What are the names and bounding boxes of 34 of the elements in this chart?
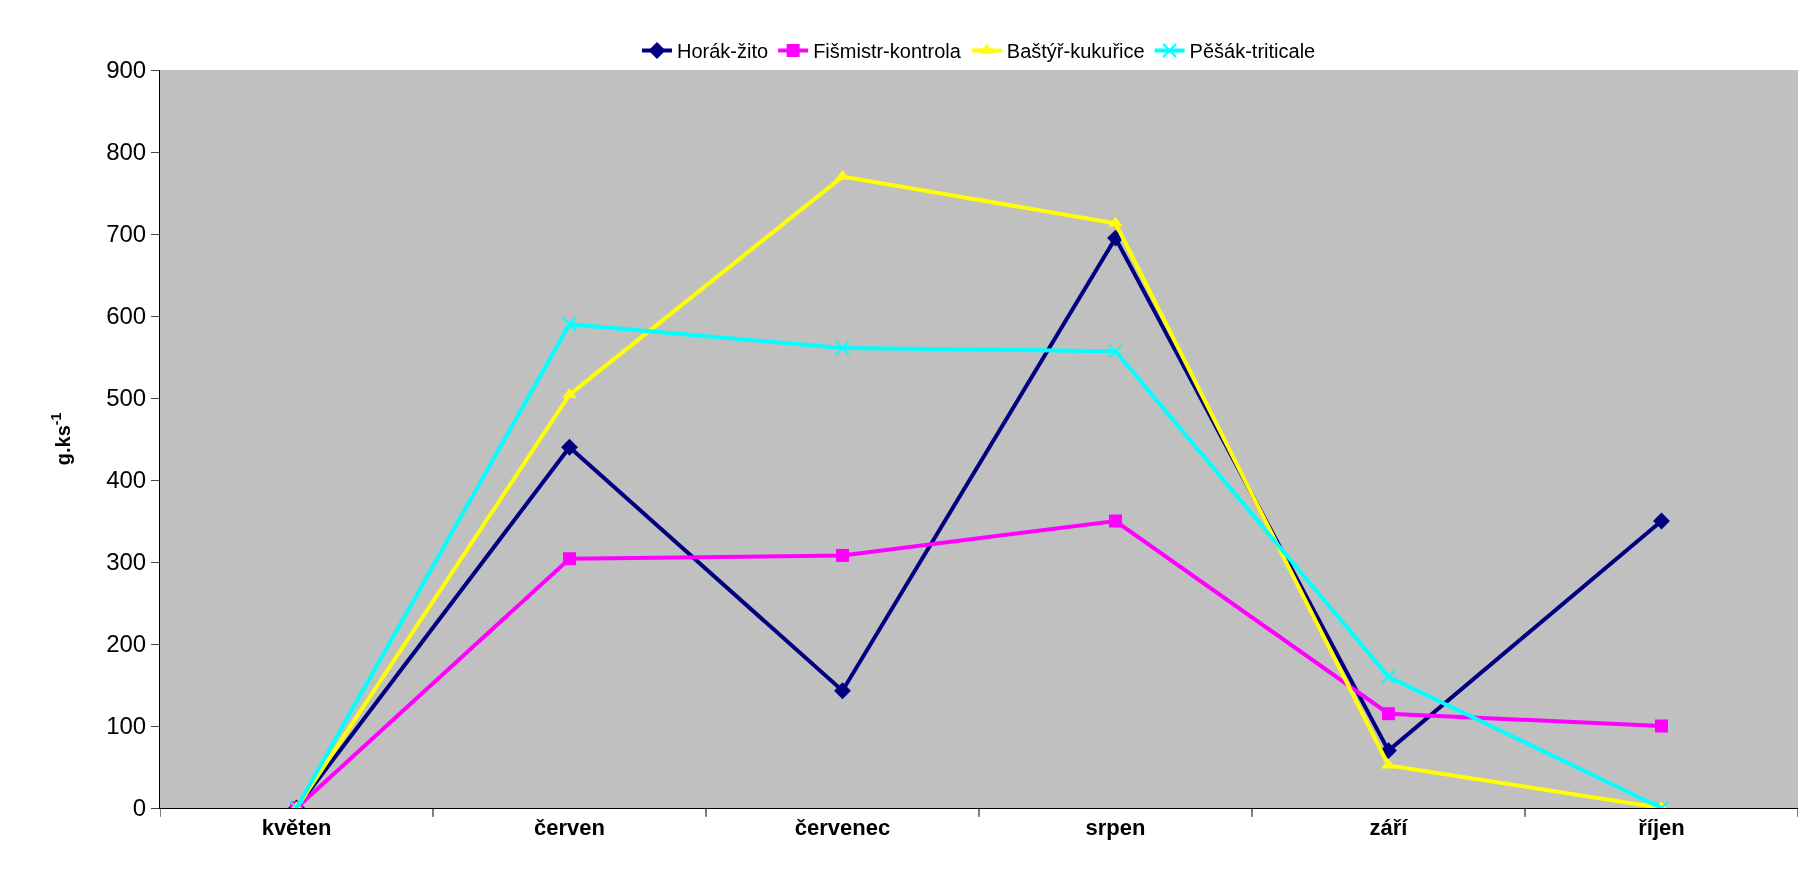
point	[1382, 707, 1395, 721]
legend-label: Baštýř-kukuřice	[1006, 40, 1145, 63]
point	[836, 548, 849, 562]
x-tick-label: srpen	[1085, 815, 1146, 841]
y-tick-label: 800	[106, 138, 147, 166]
y-tick-label: 100	[106, 712, 147, 740]
y-tick-label: 700	[106, 220, 147, 248]
point	[834, 682, 851, 700]
y-tick-label: 600	[106, 302, 147, 330]
y-tick-label: 900	[106, 56, 147, 84]
point	[1653, 512, 1670, 530]
point	[561, 438, 578, 456]
point	[1655, 719, 1668, 733]
y-tick-label: 200	[106, 630, 147, 658]
y-tick-label: 400	[106, 466, 147, 494]
point	[563, 552, 576, 566]
x-tick-label: září	[1369, 815, 1409, 841]
x-tick-label: červen	[534, 815, 605, 841]
y-tick-label: 500	[106, 384, 147, 412]
point	[1109, 514, 1122, 528]
legend-label: Horák-žito	[677, 40, 769, 63]
point	[562, 316, 577, 332]
point	[1381, 669, 1396, 685]
point	[1108, 343, 1123, 359]
y-tick-label: 0	[132, 794, 147, 822]
x-tick-label: říjen	[1638, 815, 1685, 841]
point	[835, 340, 850, 356]
point	[1380, 742, 1397, 760]
y-tick-label: 300	[106, 548, 147, 576]
point	[1107, 229, 1124, 247]
x-tick-label: květen	[261, 815, 332, 841]
x-tick-label: červenec	[794, 815, 891, 841]
legend-label: Pěšák-triticale	[1189, 40, 1316, 63]
legend-label: Fišmistr-kontrola	[813, 40, 962, 63]
